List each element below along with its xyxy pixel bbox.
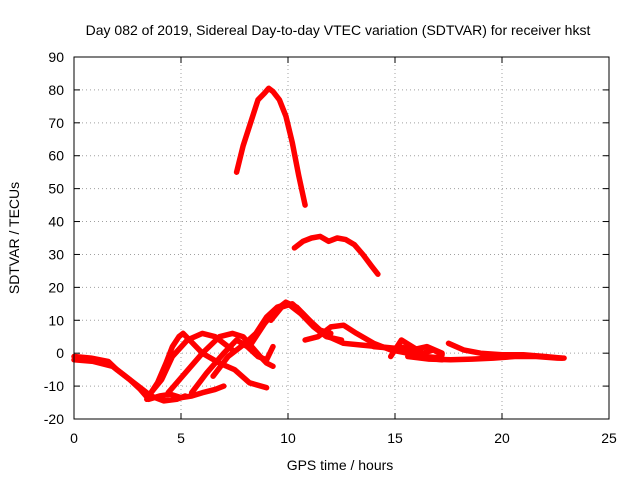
y-tick-label: 70 (48, 115, 64, 131)
x-tick-label: 15 (387, 430, 403, 446)
series-arc-3 (144, 330, 270, 403)
y-axis-label: SDTVAR / TECUs (6, 182, 22, 294)
x-tick-label: 25 (601, 430, 617, 446)
series-arc-13 (396, 343, 445, 356)
x-tick-label: 0 (70, 430, 78, 446)
y-tick-label: -10 (44, 378, 64, 394)
y-tick-label: 90 (48, 49, 64, 65)
x-tick-label: 20 (494, 430, 510, 446)
y-tick-label: 20 (48, 279, 64, 295)
series-arc-17 (291, 233, 381, 277)
chart-title: Day 082 of 2019, Sidereal Day-to-day VTE… (86, 22, 591, 38)
y-tick-label: 40 (48, 214, 64, 230)
y-tick-label: 10 (48, 312, 64, 328)
x-tick-label: 10 (280, 430, 296, 446)
x-axis-label: GPS time / hours (287, 457, 394, 473)
series-arc-4 (148, 330, 236, 396)
y-tick-label: 80 (48, 82, 64, 98)
ticks: -20 -10 0 10 20 30 40 50 60 70 80 90 0 5 10 15 20 25 (44, 49, 617, 446)
y-tick-label: -20 (44, 411, 64, 427)
x-tick-label: 5 (177, 430, 185, 446)
y-tick-label: 30 (48, 246, 64, 262)
series-layer (71, 85, 567, 404)
y-tick-label: 50 (48, 181, 64, 197)
series-arc-16 (233, 85, 308, 208)
series-arc-15 (445, 340, 565, 361)
plot-frame (73, 56, 610, 420)
y-tick-label: 0 (56, 345, 64, 361)
y-tick-label: 60 (48, 148, 64, 164)
series-arc-2 (71, 357, 189, 404)
